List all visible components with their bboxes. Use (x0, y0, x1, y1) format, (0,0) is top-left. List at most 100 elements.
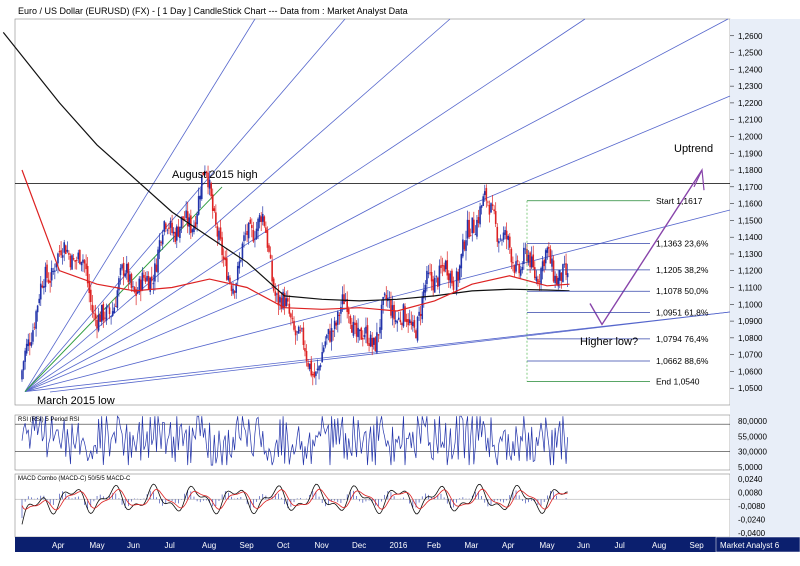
candle-body (415, 330, 417, 339)
candle-body (544, 250, 547, 264)
candle-body (487, 201, 489, 203)
candle-body (118, 278, 120, 291)
candle-body (537, 279, 539, 284)
candle-body (383, 293, 386, 296)
candle-body (515, 261, 517, 272)
candle-body (169, 221, 172, 228)
fan-line (24, 18, 729, 392)
candle-body (199, 195, 202, 200)
candle-body (297, 326, 300, 334)
candle-body (310, 360, 313, 376)
candle-body (29, 342, 31, 346)
candle-body (443, 265, 445, 272)
candle-body (35, 311, 37, 329)
candle-body (196, 214, 198, 225)
candle-body (311, 374, 314, 376)
candle-body (407, 319, 409, 326)
candle-body (210, 183, 212, 197)
candle-body (327, 329, 330, 335)
candle-body (204, 171, 206, 175)
candle-body (116, 290, 119, 308)
rsi-tick-label: 5,0000 (738, 463, 763, 472)
candle-body (523, 247, 525, 264)
y-tick-label: 1,0900 (738, 317, 763, 326)
candle-body (135, 289, 137, 296)
annotation-march-low: March 2015 low (37, 395, 115, 407)
candle-body (49, 280, 51, 283)
candle-body (360, 327, 363, 340)
candle-body (224, 257, 227, 261)
candle-body (393, 304, 395, 320)
macd-panel (14, 473, 731, 538)
candle-body (240, 259, 242, 262)
candle-body (89, 289, 92, 302)
candle-body (105, 307, 108, 321)
candle-body (440, 265, 442, 269)
x-tick-label: Aug (652, 541, 666, 550)
candle-body (27, 339, 30, 347)
candle-body (85, 263, 87, 270)
candle-body (508, 236, 511, 248)
y-tick-label: 1,1000 (738, 300, 763, 309)
candle-body (132, 286, 134, 288)
candle-body (157, 249, 159, 273)
candle-body (562, 264, 564, 283)
fib-level-label: 1,1363 23,6% (656, 238, 709, 248)
candle-body (357, 327, 359, 338)
candle-body (236, 265, 239, 281)
candle-body (519, 269, 522, 276)
candle-body (60, 250, 62, 256)
candle-body (390, 299, 392, 316)
candle-body (541, 261, 544, 272)
candle-body (365, 326, 367, 334)
candle-body (22, 361, 25, 371)
candle-body (551, 258, 553, 267)
candle-body (200, 175, 203, 199)
candle-body (158, 240, 161, 252)
candle-body (36, 305, 39, 313)
candle-body (83, 260, 86, 264)
candle-body (193, 225, 195, 233)
candle-body (437, 277, 439, 287)
candle-body (444, 260, 447, 270)
macd-line (21, 483, 568, 525)
candle-body (218, 230, 220, 240)
candle-body (272, 278, 275, 291)
candle-body (465, 240, 467, 251)
trend-line (49, 311, 731, 393)
candle-body (32, 330, 34, 342)
candle-body (321, 352, 323, 363)
candle-body (229, 277, 231, 284)
candle-body (129, 274, 131, 282)
candle-body (455, 271, 458, 294)
candle-body (254, 239, 256, 241)
macd-plot (15, 483, 730, 525)
candle-body (113, 307, 116, 314)
candle-body (557, 277, 560, 287)
candle-body (483, 191, 486, 196)
x-tick-label: 2016 (390, 541, 408, 550)
candle-body (419, 313, 422, 316)
candle-body (154, 263, 156, 282)
candle-body (396, 321, 399, 324)
y-tick-label: 1,1500 (738, 216, 763, 225)
candle-body (552, 260, 555, 282)
candle-body (532, 254, 535, 268)
candle-body (202, 172, 205, 176)
candle-body (191, 229, 194, 233)
candle-body (161, 234, 164, 245)
y-tick-label: 1,2300 (738, 82, 763, 91)
candle-body (340, 306, 342, 314)
candle-body (422, 289, 425, 299)
candle-body (261, 213, 264, 222)
x-tick-label: Jun (127, 541, 140, 550)
candle-body (66, 249, 69, 252)
candle-body (512, 262, 514, 264)
fib-level-label: 1,0662 88,6% (656, 356, 709, 366)
candle-body (333, 320, 336, 330)
candle-body (121, 264, 123, 269)
macd-tick-label: 0,0080 (738, 488, 763, 497)
candle-body (322, 347, 325, 352)
candle-body (279, 296, 281, 303)
candle-body (55, 262, 58, 268)
